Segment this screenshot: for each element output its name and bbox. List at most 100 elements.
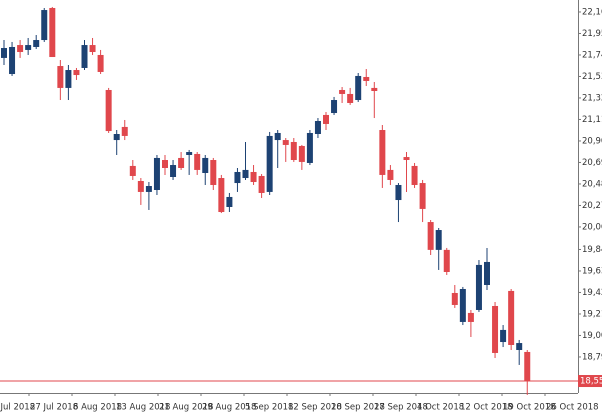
y-tick-label: 21,110 xyxy=(582,115,602,125)
x-tick-label: 12 Sep 2018 xyxy=(288,403,342,413)
candle-body xyxy=(25,45,32,50)
candle-body xyxy=(137,180,144,192)
y-tick-label: 20,690 xyxy=(582,158,602,168)
candle-body xyxy=(331,100,338,114)
candle-body xyxy=(467,312,474,322)
candle-body xyxy=(129,165,136,176)
candle-body xyxy=(41,10,48,41)
candle-body xyxy=(459,288,466,322)
candle-body xyxy=(314,121,321,135)
x-tick-label: 12 Oct 2018 xyxy=(460,403,513,413)
y-tick-label: 19,420 xyxy=(582,288,602,298)
candle-body xyxy=(347,93,354,103)
x-tick-label: 6 Aug 2018 xyxy=(73,403,122,413)
candle-body xyxy=(258,175,265,193)
current-price-box xyxy=(578,375,602,388)
y-tick-label: 20,270 xyxy=(582,201,602,211)
candle-body xyxy=(210,160,217,185)
candle-body xyxy=(105,89,112,132)
candle-body xyxy=(170,165,177,177)
candle-body xyxy=(516,343,523,351)
y-tick-label: 18,790 xyxy=(582,352,602,362)
candle-body xyxy=(443,249,450,272)
candle-body xyxy=(113,134,120,141)
candle-body xyxy=(508,290,515,345)
candle-body xyxy=(266,135,273,192)
candle-body xyxy=(435,230,442,250)
candle-body xyxy=(475,264,482,310)
y-tick-label: 20,060 xyxy=(582,222,602,232)
candle-body xyxy=(1,48,7,58)
candle-body xyxy=(363,76,370,81)
candle-body xyxy=(419,183,426,209)
candle-body xyxy=(33,40,40,47)
candle-body xyxy=(218,178,225,213)
candle-body xyxy=(395,184,402,201)
y-tick-label: 21,530 xyxy=(582,72,602,82)
candle-body xyxy=(97,54,104,72)
candle-body xyxy=(379,130,386,175)
y-tick-label: 19,630 xyxy=(582,266,602,276)
x-tick-label: 26 Oct 2018 xyxy=(546,403,599,413)
candle-body xyxy=(323,114,329,124)
candle-body xyxy=(484,261,490,285)
y-tick-label: 19,210 xyxy=(582,309,602,319)
candle-body xyxy=(9,46,16,75)
x-tick-label: 29 Aug 2018 xyxy=(202,403,256,413)
y-tick-label: 22,160 xyxy=(582,7,602,17)
x-tick-label: 27 Jul 2018 xyxy=(30,403,78,413)
candle-body xyxy=(355,75,362,101)
candle-body xyxy=(524,351,531,382)
y-tick-label: 19,840 xyxy=(582,245,602,255)
candle-body xyxy=(403,157,410,161)
candle-body xyxy=(298,145,305,162)
candle-body xyxy=(226,196,233,207)
y-tick-label: 20,480 xyxy=(582,179,602,189)
x-tick-label: 27 Sep 2018 xyxy=(374,403,428,413)
candle-body xyxy=(153,157,160,190)
candle-body xyxy=(121,126,128,136)
y-tick-label: 19,000 xyxy=(582,331,602,341)
candle-body xyxy=(162,160,168,168)
y-tick-label: 20,900 xyxy=(582,136,602,146)
candle-body xyxy=(371,87,378,92)
candle-body xyxy=(17,45,24,53)
candle-body xyxy=(242,169,249,179)
candle-body xyxy=(427,222,434,250)
x-tick-label: 20 Sep 2018 xyxy=(331,403,385,413)
candle-body xyxy=(492,305,499,353)
candle-body xyxy=(202,157,209,174)
candle-body xyxy=(194,153,201,170)
x-tick-label: 21 Aug 2018 xyxy=(159,403,213,413)
candle-body xyxy=(145,186,152,192)
y-tick-label: 21,320 xyxy=(582,93,602,103)
x-tick-label: 5 Sep 2018 xyxy=(245,403,293,413)
candle-body xyxy=(57,66,64,88)
candle-body xyxy=(81,45,88,68)
candle-body xyxy=(274,132,281,141)
y-tick-label: 21,740 xyxy=(582,50,602,60)
candle-body xyxy=(306,132,313,163)
candle-body xyxy=(290,141,297,161)
x-tick-label: 13 Aug 2018 xyxy=(116,403,170,413)
candle-body xyxy=(186,152,193,155)
candle-body xyxy=(178,157,185,168)
candle-body xyxy=(250,171,257,183)
y-tick-label: 21,950 xyxy=(582,29,602,39)
candle-body xyxy=(500,329,507,343)
candle-body xyxy=(73,70,80,76)
candle-body xyxy=(339,89,346,94)
candle-body xyxy=(411,165,418,185)
x-tick-label: 4 Oct 2018 xyxy=(417,403,464,413)
candle-body xyxy=(89,45,96,53)
candle-body xyxy=(282,140,289,145)
candle-body xyxy=(234,171,241,184)
candle-body xyxy=(451,292,458,305)
x-tick-label: 19 Oct 2018 xyxy=(503,403,556,413)
x-tick-label: 20 Jul 2018 xyxy=(0,403,35,413)
candle-body xyxy=(49,7,56,58)
current-price-label: 18,555 xyxy=(580,377,602,387)
candle-body xyxy=(65,70,72,88)
candle-body xyxy=(387,169,394,180)
